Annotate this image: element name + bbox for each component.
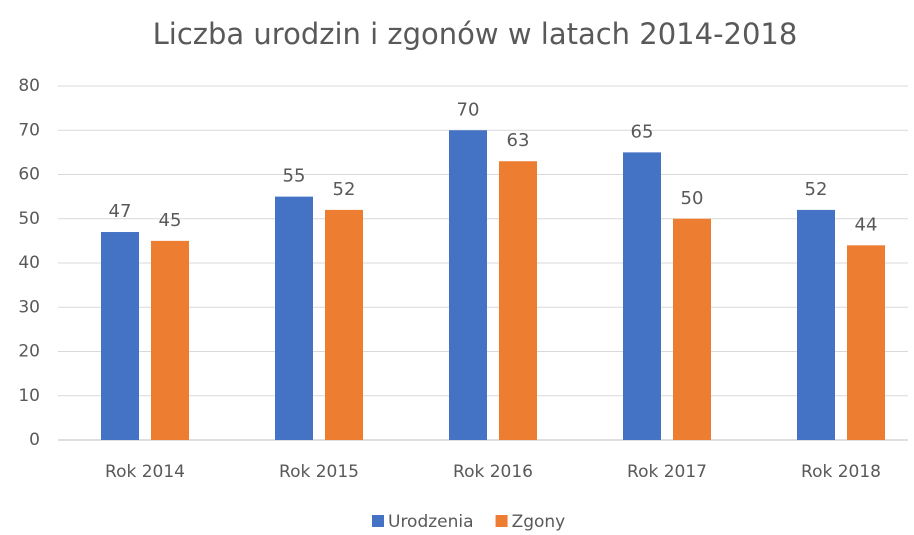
legend-swatch — [495, 515, 508, 527]
bar — [847, 245, 885, 440]
x-tick-label: Rok 2017 — [627, 462, 707, 482]
bar — [101, 232, 139, 440]
legend-label: Zgony — [512, 512, 566, 532]
legend-swatch — [372, 515, 384, 527]
data-label: 63 — [507, 130, 530, 151]
data-label: 55 — [283, 166, 306, 187]
y-tick-label: 10 — [18, 386, 40, 406]
y-tick-label: 50 — [18, 209, 40, 229]
bar — [275, 196, 313, 440]
bar — [623, 152, 661, 440]
y-tick-label: 30 — [18, 297, 40, 317]
x-tick-label: Rok 2018 — [801, 462, 881, 482]
x-tick-label: Rok 2014 — [105, 462, 185, 482]
data-label: 52 — [333, 179, 356, 200]
data-label: 44 — [855, 214, 878, 235]
data-label: 70 — [457, 99, 480, 120]
x-tick-label: Rok 2016 — [453, 462, 533, 482]
x-tick-label: Rok 2015 — [279, 462, 359, 482]
y-tick-label: 0 — [29, 430, 40, 450]
y-tick-label: 70 — [18, 120, 40, 140]
bar — [797, 209, 835, 440]
bar — [449, 130, 487, 440]
data-label: 52 — [805, 179, 828, 200]
legend-label: Urodzenia — [388, 512, 474, 532]
bar — [151, 240, 189, 440]
y-tick-label: 80 — [18, 76, 40, 96]
bar — [673, 218, 711, 440]
bar — [325, 209, 363, 440]
chart-title: Liczba urodzin i zgonów w latach 2014-20… — [153, 17, 798, 51]
data-label: 47 — [109, 201, 132, 222]
bar — [499, 161, 537, 440]
data-label: 50 — [681, 188, 704, 209]
data-label: 65 — [631, 121, 654, 142]
data-label: 45 — [159, 210, 182, 231]
y-tick-label: 60 — [18, 165, 40, 185]
y-tick-label: 20 — [18, 342, 40, 362]
y-tick-label: 40 — [18, 253, 40, 273]
